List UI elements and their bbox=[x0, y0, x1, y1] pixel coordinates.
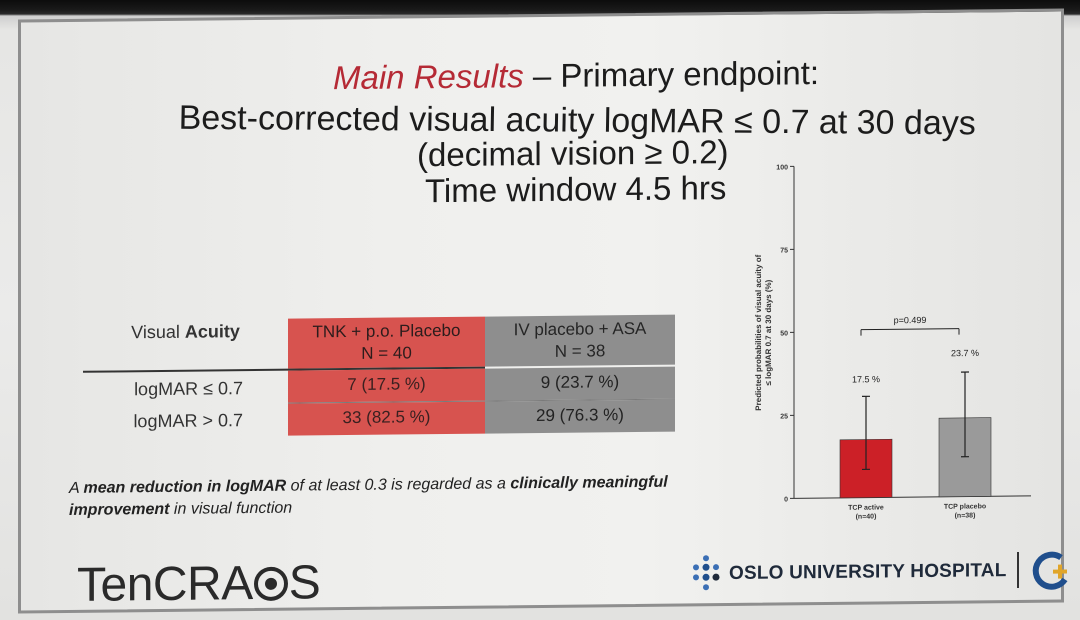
y-tick-label: 25 bbox=[780, 413, 788, 420]
cell-placebo-le07: 9 (23.7 %) bbox=[485, 366, 675, 401]
placebo-n: N = 38 bbox=[554, 341, 606, 361]
x-tick-sublabel: (n=40) bbox=[856, 513, 877, 520]
results-table: Visual Acuity TNK + p.o. Placebo N = 40 … bbox=[83, 314, 677, 436]
row-label-gt07: logMAR > 0.7 bbox=[133, 410, 243, 432]
y-tick-label: 0 bbox=[784, 496, 788, 503]
note-bold-1: mean reduction in logMAR bbox=[83, 477, 287, 497]
x-tick-label: TCP placebo bbox=[944, 503, 986, 510]
title-rest: – Primary endpoint: bbox=[523, 54, 820, 95]
logo-o-icon bbox=[253, 566, 288, 602]
hospital-dots-icon bbox=[693, 555, 720, 591]
table-header-placebo: IV placebo + ASA N = 38 bbox=[485, 314, 675, 367]
corner-label-bold: Acuity bbox=[184, 321, 240, 342]
title-highlight: Main Results bbox=[333, 57, 524, 97]
slide-title: Main Results – Primary endpoint: bbox=[333, 54, 819, 97]
pvalue-annotation: p=0.499 bbox=[894, 315, 927, 325]
note-part-1: A bbox=[69, 479, 84, 497]
y-tick-label: 75 bbox=[780, 247, 788, 254]
logo-text-pre: TenCRA bbox=[77, 557, 253, 612]
note-part-2: of at least 0.3 is regarded as a bbox=[286, 475, 511, 495]
hospital-separator bbox=[1017, 551, 1019, 589]
x-axis-line bbox=[794, 495, 1031, 499]
footnote: A mean reduction in logMAR of at least 0… bbox=[69, 471, 769, 522]
note-part-3: in visual function bbox=[169, 499, 293, 518]
placebo-title: IV placebo + ASA bbox=[513, 318, 647, 340]
table-corner-label: Visual Acuity bbox=[83, 319, 288, 371]
row-label-le07: logMAR ≤ 0.7 bbox=[134, 378, 243, 400]
corner-label-plain: Visual bbox=[131, 321, 185, 343]
bar-value-label: 17.5 % bbox=[852, 374, 880, 384]
slide-subtitle-2: (decimal vision ≥ 0.2) bbox=[417, 133, 729, 174]
cell-placebo-gt07: 29 (76.3 %) bbox=[485, 399, 675, 434]
hospital-name: OSLO UNIVERSITY HOSPITAL bbox=[729, 560, 1007, 585]
presentation-slide: Main Results – Primary endpoint: Best-co… bbox=[18, 8, 1068, 614]
tnk-n: N = 40 bbox=[361, 343, 412, 363]
x-tick-label: TCP active bbox=[848, 504, 884, 511]
cell-tnk-le07: 7 (17.5 %) bbox=[288, 368, 485, 403]
hospital-emblem-icon bbox=[1032, 551, 1068, 590]
tnk-title: TNK + p.o. Placebo bbox=[312, 320, 461, 342]
x-tick-sublabel: (n=38) bbox=[955, 512, 976, 519]
bar-value-label: 23.7 % bbox=[951, 348, 979, 358]
slide-subtitle-3: Time window 4.5 hrs bbox=[425, 169, 727, 210]
table-header-tnk: TNK + p.o. Placebo N = 40 bbox=[288, 316, 485, 369]
y-axis-label: Predicted probabilities of visual acuity… bbox=[754, 254, 763, 410]
y-axis-label-2: ≤ logMAR 0.7 at 30 days (%) bbox=[764, 279, 773, 385]
y-tick-label: 100 bbox=[776, 164, 788, 171]
cell-tnk-gt07: 33 (82.5 %) bbox=[288, 401, 485, 436]
results-bar-chart: 0 25 50 75 100 Predicted probabilities of vis… bbox=[754, 164, 1031, 521]
tencraos-logo: TenCRA S bbox=[77, 555, 320, 613]
y-tick-label: 50 bbox=[780, 330, 788, 337]
pvalue-bracket bbox=[861, 328, 959, 331]
logo-text-post: S bbox=[288, 556, 321, 610]
